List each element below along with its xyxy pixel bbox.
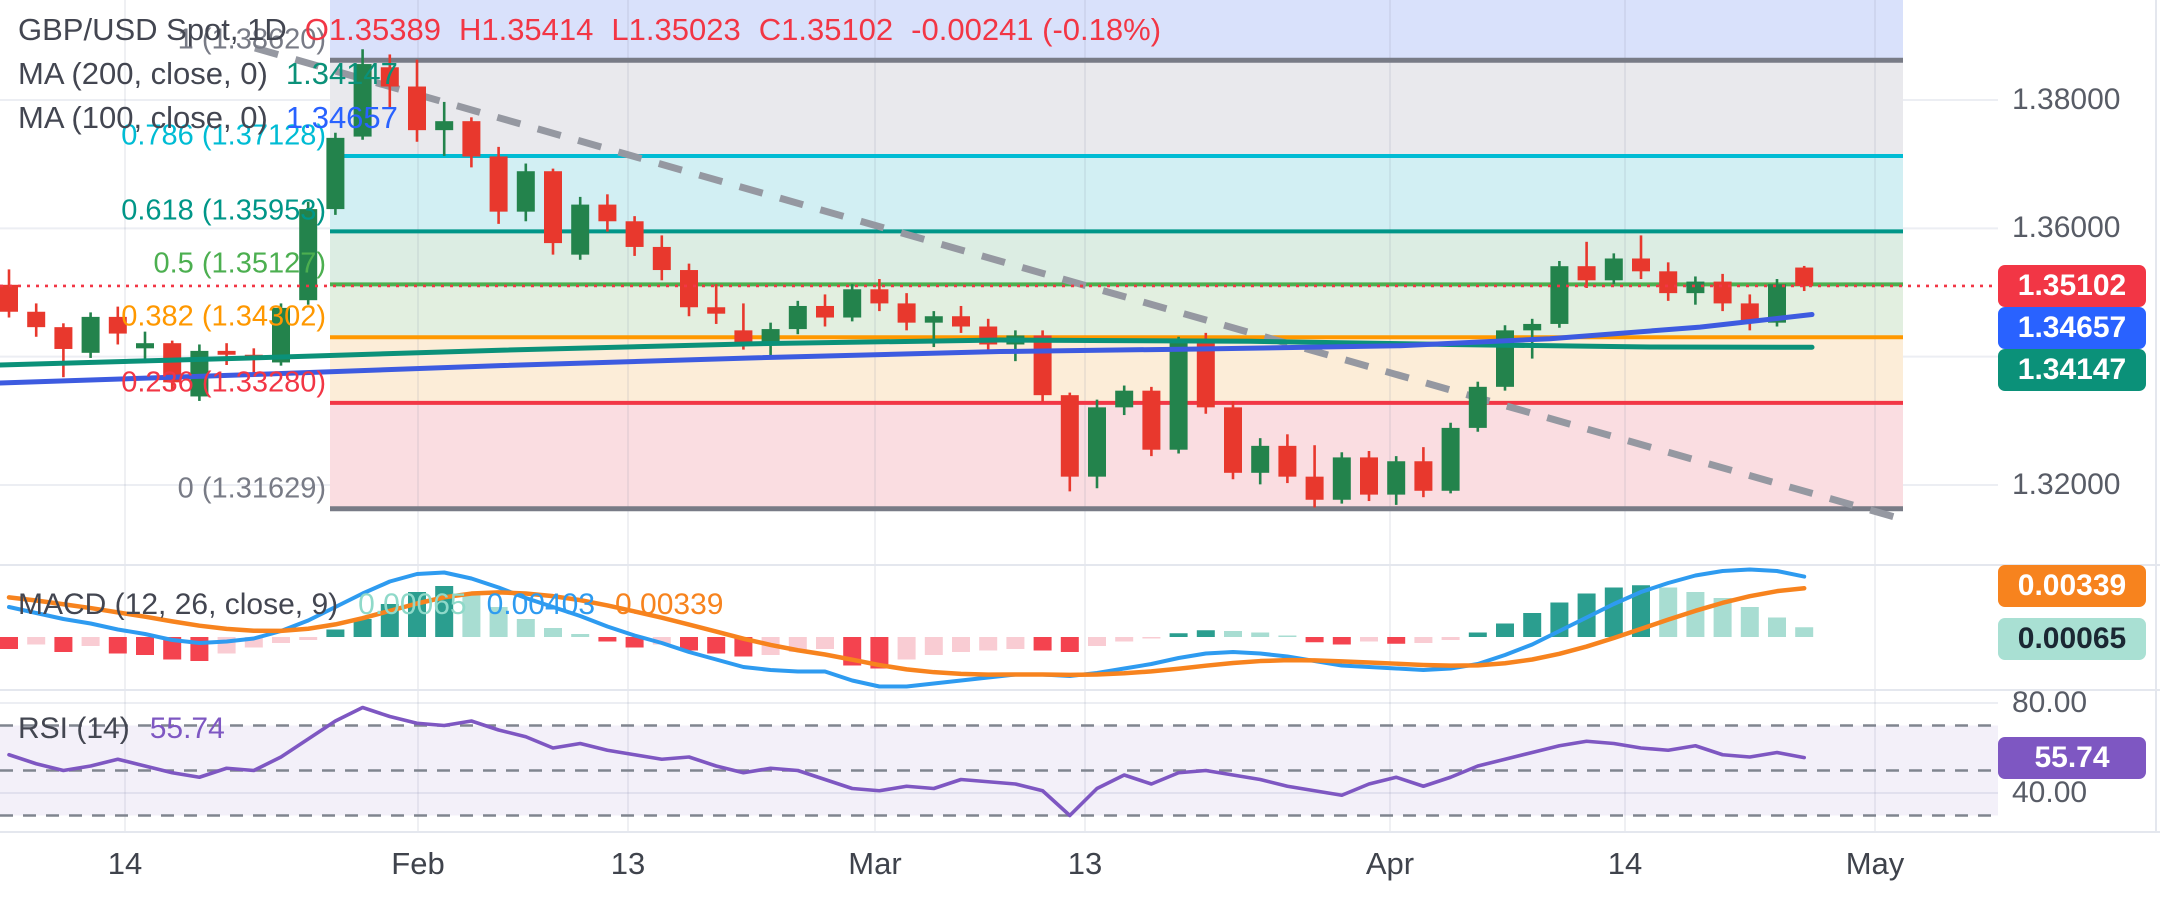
legend-pane: GBP/USD Spot, 1D O1.35389 H1.35414 L1.35… [18,8,1161,140]
time-axis-label: 14 [1607,846,1643,881]
fib-level-label: 0.786 (1.37128) [121,119,326,152]
ohlc-low: L1.35023 [611,12,741,47]
time-axis-label: 14 [107,846,143,881]
fib-level-label: 0.382 (1.34302) [121,300,326,333]
ma200-label: MA (200, close, 0) [18,56,268,91]
fib-level-label: 1 (1.38620) [177,23,326,56]
symbol-title[interactable]: GBP/USD Spot, 1D [18,12,287,47]
symbol-row[interactable]: GBP/USD Spot, 1D O1.35389 H1.35414 L1.35… [18,8,1161,52]
rsi-axis-label: 80.00 [2012,686,2088,719]
ma200-value: 1.34147 [285,56,398,91]
price-axis-label: 1.36000 [2012,211,2121,245]
price-axis-label: 1.32000 [2012,468,2121,501]
ohlc-high: H1.35414 [458,12,594,47]
time-axis-label: 13 [1067,846,1103,881]
rsi-label: RSI (14) [18,712,130,745]
rsi-value: 55.74 [149,712,225,745]
rsi-legend-row[interactable]: RSI (14) 55.74 [18,712,225,746]
ma100-row[interactable]: MA (100, close, 0) 1.34657 [18,96,1161,140]
ohlc-close: C1.35102 [758,12,894,47]
ma100-label: MA (100, close, 0) [18,100,268,135]
time-axis-label: Apr [1365,846,1415,881]
ma100-badge: 1.34657 [1998,306,2146,349]
fib-level-label: 0.618 (1.35953) [121,194,326,227]
fib-level-label: 0.5 (1.35127) [153,247,326,280]
macd-legend-row[interactable]: MACD (12, 26, close, 9) 0.00065 0.00403 … [18,588,723,622]
last-price-badge: 1.35102 [1998,264,2146,307]
fib-level-label: 0 (1.31629) [177,472,326,505]
ma200-badge: 1.34147 [1998,348,2146,391]
macd-hist-value: 0.00065 [358,588,467,621]
macd-signal-badge: 0.00339 [1998,565,2146,608]
macd-hist-badge: 0.00065 [1998,618,2146,661]
macd-line-value: 0.00403 [486,588,596,621]
time-axis-label: 13 [610,846,646,881]
macd-signal-value: 0.00339 [615,588,724,621]
ma200-row[interactable]: MA (200, close, 0) 1.34147 [18,52,1161,96]
time-axis-label: Feb [391,846,445,881]
ma100-value: 1.34657 [285,100,398,135]
ohlc-open: O1.35389 [304,12,441,47]
price-axis-label: 1.38000 [2012,83,2121,116]
rsi-badge: 55.74 [1998,736,2146,779]
macd-label: MACD (12, 26, close, 9) [18,588,339,621]
time-axis-label: Mar [848,846,902,881]
time-axis-label: May [1845,846,1905,881]
change-value: -0.00241 (-0.18%) [911,12,1162,47]
fib-level-label: 0.236 (1.33280) [121,366,326,399]
rsi-axis-label: 40.00 [2012,776,2088,809]
